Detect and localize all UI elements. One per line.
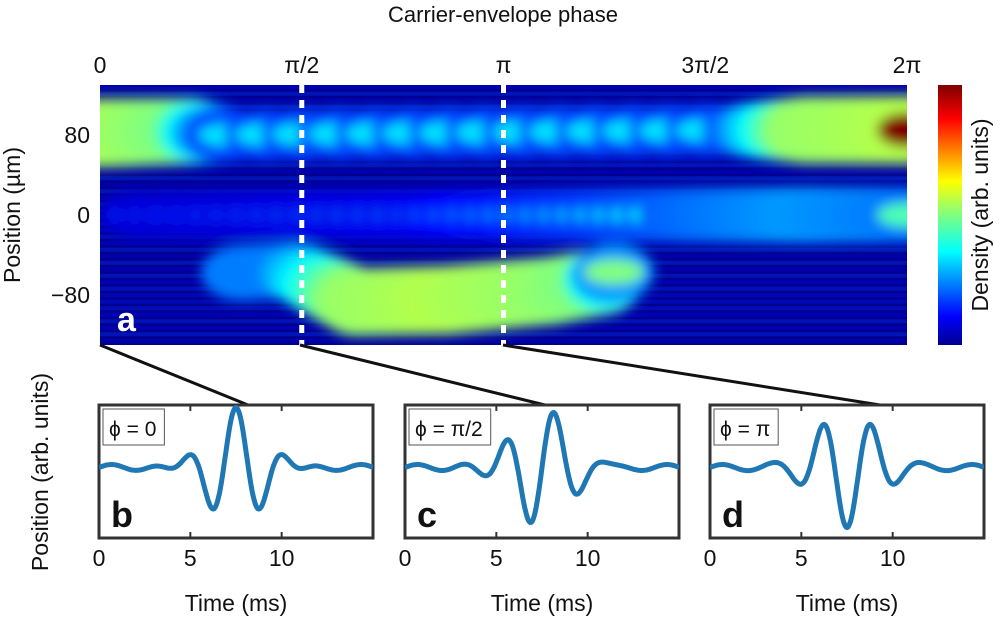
legend-label: ϕ = π: [720, 418, 770, 441]
x-tick-label: 0: [399, 545, 412, 571]
legend-label: ϕ = 0: [109, 418, 156, 441]
y-tick-label: 0: [77, 202, 90, 228]
x-tick-label: π/2: [284, 52, 319, 78]
x-tick-label: 0: [704, 545, 717, 571]
y-tick-labels-a: 80 0 −80: [51, 122, 90, 308]
waveform-line: [710, 421, 984, 531]
waveform-line: [99, 405, 373, 512]
streak: [100, 169, 907, 174]
panel-a: Carrier-envelope phase 0 π/2 π 3π/2 2π 80 0 −8…: [0, 2, 993, 345]
connector-lines: [99, 343, 881, 407]
streak: [100, 241, 907, 246]
x-tick-label: 10: [269, 545, 295, 571]
x-tick-label: 2π: [893, 52, 922, 78]
y-tick-label: −80: [51, 282, 90, 308]
x-tick-labels-a: 0 π/2 π 3π/2 2π: [94, 52, 922, 78]
streak: [100, 156, 907, 161]
panel-b: 0 5 10 Time (ms) ϕ = 0 b: [93, 403, 375, 616]
legend-box: [102, 408, 165, 446]
colorbar-label: Density (arb. units): [967, 118, 993, 311]
x-tick-label: 10: [880, 545, 906, 571]
x-axis-label: Time (ms): [491, 590, 594, 616]
panel-label-a: a: [117, 301, 137, 339]
streak: [100, 247, 907, 252]
y-axis-label-a: Position (µm): [0, 147, 25, 283]
y-axis-label-lower-text: Position (arb. units): [27, 373, 53, 571]
legend-box: [408, 408, 492, 446]
ridge-core: [877, 113, 907, 147]
panel-c: 0 5 10 Time (ms) ϕ = π/2 c: [399, 403, 681, 616]
panel-label: d: [722, 494, 744, 535]
panel-d: 0 5 10 Time (ms) ϕ = π d: [704, 403, 986, 616]
x-tick-label: 5: [490, 545, 503, 571]
heatmap-area: [100, 85, 907, 345]
waveform-line: [405, 409, 679, 525]
ridge-core: [877, 202, 907, 228]
x-axis-label: Time (ms): [796, 590, 899, 616]
legend-box: [713, 408, 779, 446]
connector-d: [502, 343, 881, 407]
y-axis-label-lower: Position (arb. units): [27, 373, 53, 571]
streak: [100, 182, 907, 187]
x-tick-label: 10: [575, 545, 601, 571]
colorbar: [938, 85, 962, 345]
phase-markers: [299, 85, 506, 345]
x-tick-label: π: [496, 52, 512, 78]
x-tick-label: 0: [93, 545, 106, 571]
panel-label: c: [417, 494, 437, 535]
x-axis-label: Time (ms): [185, 590, 288, 616]
streak: [100, 332, 907, 337]
streak: [100, 91, 907, 96]
ridge-core: [583, 259, 644, 285]
panel-label: b: [111, 494, 133, 535]
connector-c: [299, 343, 546, 407]
x-tick-label: 3π/2: [681, 52, 729, 78]
x-tick-label: 5: [795, 545, 808, 571]
x-tick-label: 5: [184, 545, 197, 571]
chart-title: Carrier-envelope phase: [388, 2, 618, 27]
legend-label: ϕ = π/2: [415, 418, 483, 441]
x-tick-label: 0: [94, 52, 107, 78]
connector-b: [99, 343, 249, 407]
y-tick-label: 80: [64, 122, 90, 148]
